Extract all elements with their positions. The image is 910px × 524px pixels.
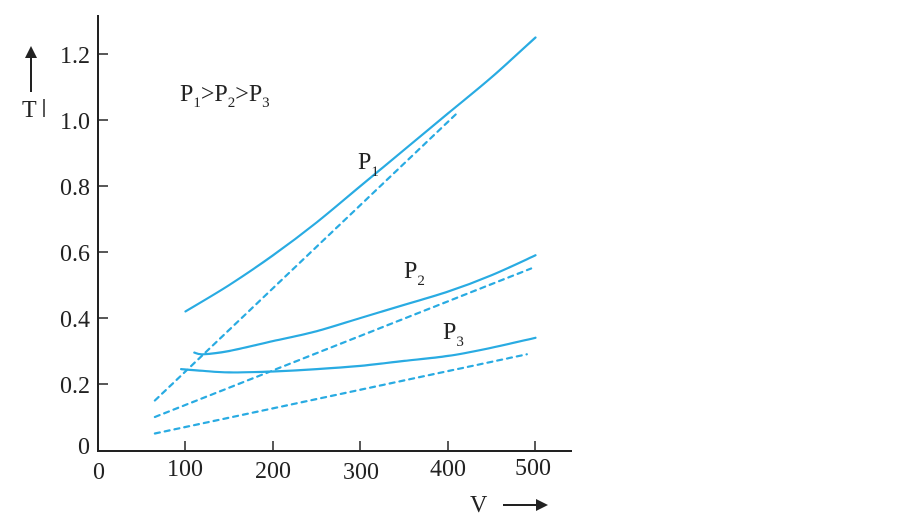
series-line-p3 [180,336,537,374]
x-ticks: 0 100 200 300 400 500 [93,441,551,485]
y-axis-label: T [22,97,37,123]
y-tick-label: 1.0 [60,109,90,135]
x-tick-label: 0 [93,459,105,485]
series-label-p1-sub: 1 [371,164,379,180]
y-tick-label: 0.8 [60,175,90,201]
x-tick-label: 500 [515,455,551,481]
pressure-relation-annotation: P1>P2>P3 [180,81,270,111]
series-line-p1 [184,36,537,313]
series-layer [153,36,537,435]
y-tick-label: 0 [78,434,90,460]
series-label-p3-main: P [443,319,456,345]
series-line-p3-ideal [153,353,528,435]
annotation-sub2: 2 [228,95,236,111]
y-ticks: 1.2 1.0 0.8 0.6 0.4 0.2 0 [60,43,108,460]
series-label-p2-sub: 2 [417,273,425,289]
annotation-gt1: > [201,81,215,107]
series-label-p2-main: P [404,258,417,284]
x-axis-label: V [470,492,488,518]
annotation-p3: P [249,81,262,107]
x-axis-arrow-icon [503,499,548,511]
annotation-p2: P [214,81,227,107]
series-label-p1: P1 [358,149,379,180]
series-line-p2 [193,254,537,356]
x-tick-label: 400 [430,456,466,482]
y-tick-label: 1.2 [60,43,90,69]
annotation-sub3: 3 [262,95,270,111]
series-label-p2: P2 [404,258,425,289]
y-axis-arrow-icon [25,46,37,92]
series-label-p3: P3 [443,319,464,350]
series-line-p1-ideal [153,112,458,402]
annotation-sub1: 1 [193,95,201,111]
y-tick-label: 0.2 [60,373,90,399]
series-label-p3-sub: 3 [456,334,464,350]
x-tick-label: 100 [167,456,203,482]
y-tick-label: 0.4 [60,307,90,333]
series-line-p2-ideal [153,267,533,419]
annotation-p1: P [180,81,193,107]
y-tick-label: 0.6 [60,241,90,267]
annotation-gt2: > [235,81,249,107]
series-label-p1-main: P [358,149,371,175]
x-tick-label: 300 [343,459,379,485]
x-tick-label: 200 [255,458,291,484]
